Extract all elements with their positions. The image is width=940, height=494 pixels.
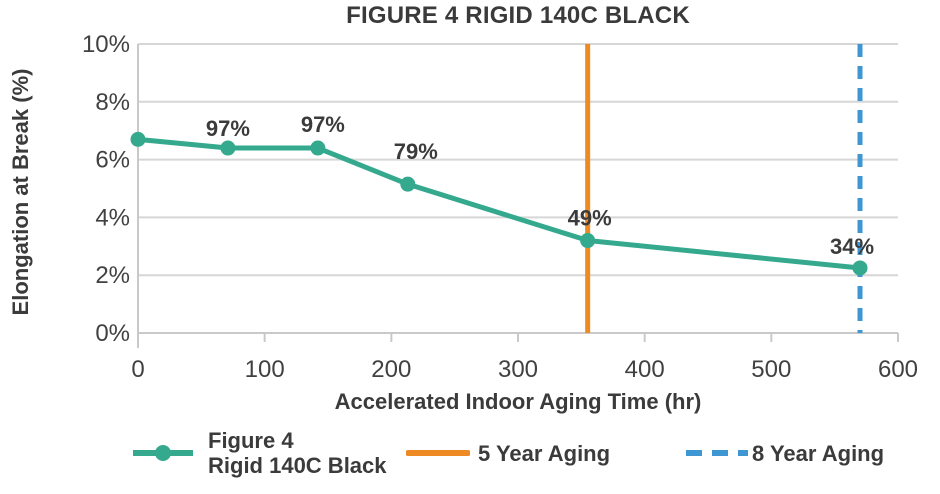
- series-line: [135, 136, 863, 271]
- data-point-marker: [220, 140, 236, 156]
- y-tick-label: 0%: [95, 320, 130, 347]
- data-point-marker: [400, 176, 416, 192]
- data-point-label: 97%: [206, 116, 250, 141]
- x-tick-label: 400: [625, 356, 665, 383]
- y-tick-label: 8%: [95, 89, 130, 116]
- series-polyline: [135, 136, 863, 271]
- x-tick-label: 300: [498, 356, 538, 383]
- x-tick-labels: 0 100 200 300 400 500 600: [131, 356, 918, 383]
- series-legend-marker-icon: [133, 445, 193, 461]
- x-tick-label: 200: [371, 356, 411, 383]
- axis-lines: [137, 44, 899, 348]
- y-tick-label: 4%: [95, 204, 130, 231]
- data-point-label: 79%: [394, 139, 438, 164]
- data-point-marker: [580, 233, 596, 249]
- five-year-legend-label: 5 Year Aging: [478, 441, 611, 466]
- y-axis-title: Elongation at Break (%): [8, 69, 33, 316]
- data-point-label: 97%: [301, 112, 345, 137]
- chart-title: FIGURE 4 RIGID 140C BLACK: [346, 2, 690, 29]
- data-point-marker: [852, 260, 868, 276]
- reference-vlines: [585, 44, 863, 333]
- data-point-label: 49%: [568, 206, 612, 231]
- five-year-legend-marker-icon: [406, 450, 470, 456]
- x-axis-title: Accelerated Indoor Aging Time (hr): [335, 389, 702, 414]
- line-chart-plot: 97% 97% 79% 49% 34% 0 100 200 300 400 500 600 0% 2%…: [8, 31, 918, 414]
- data-point-marker: [130, 131, 146, 147]
- gridlines: [138, 43, 898, 334]
- x-tick-label: 0: [131, 356, 144, 383]
- eight-year-legend-marker-icon: [686, 450, 748, 456]
- x-tick-label: 600: [878, 356, 918, 383]
- x-tick-label: 500: [751, 356, 791, 383]
- series-legend-label: Figure 4 Rigid 140C Black: [208, 428, 387, 478]
- data-point-marker: [310, 140, 326, 156]
- eight-year-legend-label: 8 Year Aging: [752, 441, 885, 466]
- y-tick-label: 10%: [82, 31, 130, 58]
- data-labels: 97% 97% 79% 49% 34%: [206, 112, 874, 259]
- x-tick-label: 100: [245, 356, 285, 383]
- y-tick-label: 2%: [95, 262, 130, 289]
- series-legend-label-line2: Rigid 140C Black: [208, 453, 387, 478]
- series-markers: [130, 131, 868, 276]
- y-tick-label: 6%: [95, 147, 130, 174]
- y-tick-labels: 0% 2% 4% 6% 8% 10%: [82, 31, 130, 347]
- series-legend-label-line1: Figure 4: [208, 428, 294, 453]
- data-point-label: 34%: [830, 234, 874, 259]
